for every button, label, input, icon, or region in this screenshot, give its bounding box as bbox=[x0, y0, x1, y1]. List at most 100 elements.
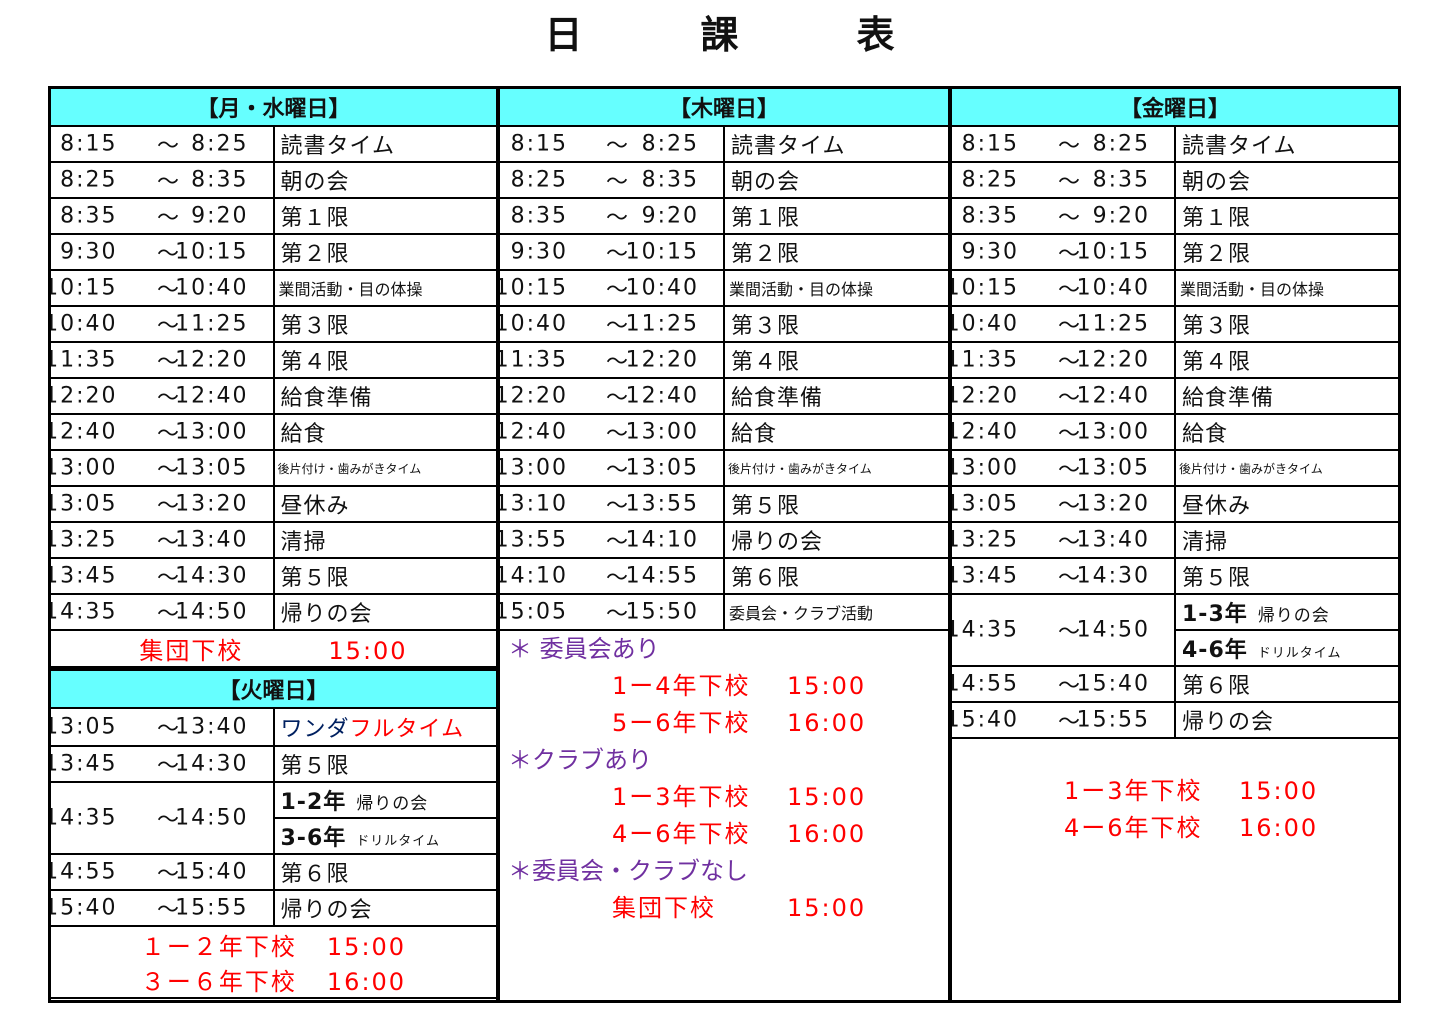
time-cell: 10:40 ～ 11:25 bbox=[952, 305, 1176, 343]
tilde: ～ bbox=[606, 170, 629, 195]
time-cell: 9:30 ～ 10:15 bbox=[500, 233, 725, 271]
activity-cell: 業間活動・目の体操 bbox=[1174, 269, 1398, 307]
end-time: 10:15 bbox=[175, 239, 249, 265]
end-time: 13:00 bbox=[625, 419, 699, 445]
time-cell: 11:35 ～ 12:20 bbox=[51, 341, 275, 379]
tilde: ～ bbox=[157, 350, 180, 375]
time-cell: 9:30 ～ 10:15 bbox=[51, 233, 275, 271]
dismissal-label: 集団下校 bbox=[139, 637, 244, 665]
start-time: 12:40 bbox=[500, 419, 568, 445]
activity-cell: 後片付け・歯みがきタイム bbox=[1174, 449, 1398, 487]
tilde: ～ bbox=[157, 314, 180, 339]
activity-cell: 給食 bbox=[272, 413, 496, 451]
activity-cell: 1-2年 帰りの会 bbox=[272, 781, 496, 819]
time-cell: 15:05 ～ 15:50 bbox=[500, 593, 725, 631]
dismissal-time: 16:00 bbox=[1239, 814, 1319, 842]
tilde: ～ bbox=[606, 566, 629, 591]
start-time: 11:35 bbox=[500, 347, 568, 373]
table-row: 13:55 ～ 14:10 帰りの会 bbox=[500, 521, 948, 559]
tilde: ～ bbox=[157, 602, 180, 627]
activity-cell: 朝の会 bbox=[723, 161, 948, 199]
activity-label: ドリルタイム bbox=[356, 834, 440, 849]
table-row: 12:20 ～ 12:40 給食準備 bbox=[51, 377, 496, 415]
start-time: 12:40 bbox=[952, 419, 1019, 445]
table-row: 10:15 ～ 10:40 業間活動・目の体操 bbox=[500, 269, 948, 307]
time-cell: 11:35 ～ 12:20 bbox=[952, 341, 1176, 379]
activity-cell: 3-6年 ドリルタイム bbox=[273, 817, 496, 855]
time-cell: 10:15 ～ 10:40 bbox=[500, 269, 725, 307]
tilde: ～ bbox=[606, 530, 629, 555]
start-time: 13:25 bbox=[952, 527, 1019, 553]
dismissal-label: 5ー6年下校 bbox=[612, 709, 751, 737]
activity-cell: 帰りの会 bbox=[272, 593, 496, 631]
time-cell: 10:40 ～ 11:25 bbox=[51, 305, 275, 343]
activity-cell: 第３限 bbox=[723, 305, 948, 343]
time-cell: 12:20 ～ 12:40 bbox=[51, 377, 275, 415]
time-cell: 13:05 ～ 13:20 bbox=[51, 485, 275, 523]
tilde: ～ bbox=[1058, 422, 1081, 447]
time-cell: 12:40 ～ 13:00 bbox=[51, 413, 275, 451]
activity-cell: 委員会・クラブ活動 bbox=[723, 593, 948, 631]
start-time: 11:35 bbox=[952, 347, 1019, 373]
day-header: 【金曜日】 bbox=[952, 89, 1398, 127]
table-row: 8:25 ～ 8:35 朝の会 bbox=[500, 161, 948, 199]
page-title: 日 課 表 bbox=[544, 13, 935, 57]
activity-cell: 第４限 bbox=[723, 341, 948, 379]
activity-cell: 第１限 bbox=[272, 197, 496, 235]
tilde: ～ bbox=[1058, 278, 1081, 303]
dismissal-label: 集団下校 bbox=[612, 894, 716, 922]
end-time: 14:55 bbox=[625, 563, 699, 589]
start-time: 14:35 bbox=[51, 599, 118, 625]
start-time: 14:55 bbox=[952, 671, 1019, 697]
activity-cell: 朝の会 bbox=[272, 161, 496, 199]
end-time: 13:40 bbox=[175, 527, 249, 553]
start-time: 9:30 bbox=[961, 239, 1019, 265]
table-row: 12:40 ～ 13:00 給食 bbox=[952, 413, 1398, 451]
time-cell: 14:10 ～ 14:55 bbox=[500, 557, 725, 595]
end-time: 13:05 bbox=[1076, 455, 1150, 481]
dismissal-note: 集団下校 15:00 bbox=[500, 890, 948, 927]
friday-column: 【金曜日】 8:15 ～ 8:25 読書タイム 8:25 ～ 8:35 朝の会 8:35 ～ 9:20… bbox=[949, 86, 1401, 1003]
end-time: 15:55 bbox=[1076, 707, 1150, 733]
tilde: ～ bbox=[157, 530, 180, 555]
tilde: ～ bbox=[606, 386, 629, 411]
tilde: ～ bbox=[606, 278, 629, 303]
activity-cell: 昼休み bbox=[272, 485, 496, 523]
timetable: 【火曜日】 13:05 ～ 13:40 ワンダフルタイム 13:45 ～ 14:30 第５限 14… bbox=[51, 668, 496, 999]
header-row: 【金曜日】 bbox=[952, 89, 1398, 127]
mon-wed-column: 【月・水曜日】 8:15 ～ 8:25 読書タイム 8:25 ～ 8:35 朝の会 8:35 ～ 9:… bbox=[48, 86, 499, 1003]
start-time: 8:15 bbox=[510, 131, 568, 157]
start-time: 13:05 bbox=[51, 714, 118, 740]
dismissal-time: 15:00 bbox=[1239, 777, 1319, 805]
table-row: 15:40 ～ 15:55 帰りの会 bbox=[952, 701, 1398, 739]
activity-label: 帰りの会 bbox=[1257, 606, 1330, 626]
start-time: 12:40 bbox=[51, 419, 118, 445]
table-row: 15:40 ～ 15:55 帰りの会 bbox=[51, 889, 496, 927]
table-row: 14:35 ～ 14:50 帰りの会 bbox=[51, 593, 496, 631]
activity-cell: 帰りの会 bbox=[1174, 701, 1398, 739]
table-row: 13:45 ～ 14:30 第５限 bbox=[51, 745, 496, 783]
header-row: 【火曜日】 bbox=[51, 669, 496, 709]
start-time: 14:10 bbox=[500, 563, 568, 589]
dismissal-note: 1ー3年下校 15:00 bbox=[500, 779, 948, 816]
start-time: 10:15 bbox=[952, 275, 1019, 301]
start-time: 14:35 bbox=[51, 805, 118, 831]
time-cell: 12:20 ～ 12:40 bbox=[952, 377, 1176, 415]
table-row: 8:15 ～ 8:25 読書タイム bbox=[500, 125, 948, 163]
end-time: 9:20 bbox=[191, 203, 249, 229]
tilde: ～ bbox=[1058, 242, 1081, 267]
start-time: 13:00 bbox=[500, 455, 568, 481]
table-row: 13:25 ～ 13:40 清掃 bbox=[51, 521, 496, 559]
activity-label: 帰りの会 bbox=[356, 794, 429, 814]
activity-cell: 第６限 bbox=[723, 557, 948, 595]
end-time: 14:30 bbox=[175, 563, 249, 589]
end-time: 10:40 bbox=[1076, 275, 1150, 301]
activity-part: ワンダ bbox=[280, 717, 350, 742]
time-cell: 8:35 ～ 9:20 bbox=[500, 197, 725, 235]
table-row: 14:55 ～ 15:40 第６限 bbox=[952, 665, 1398, 703]
end-time: 13:55 bbox=[625, 491, 699, 517]
dismissal-line: ３ー６年下校 16:00 bbox=[51, 962, 496, 996]
end-time: 11:25 bbox=[625, 311, 699, 337]
activity-cell: 給食準備 bbox=[1174, 377, 1398, 415]
table-row: 12:20 ～ 12:40 給食準備 bbox=[952, 377, 1398, 415]
